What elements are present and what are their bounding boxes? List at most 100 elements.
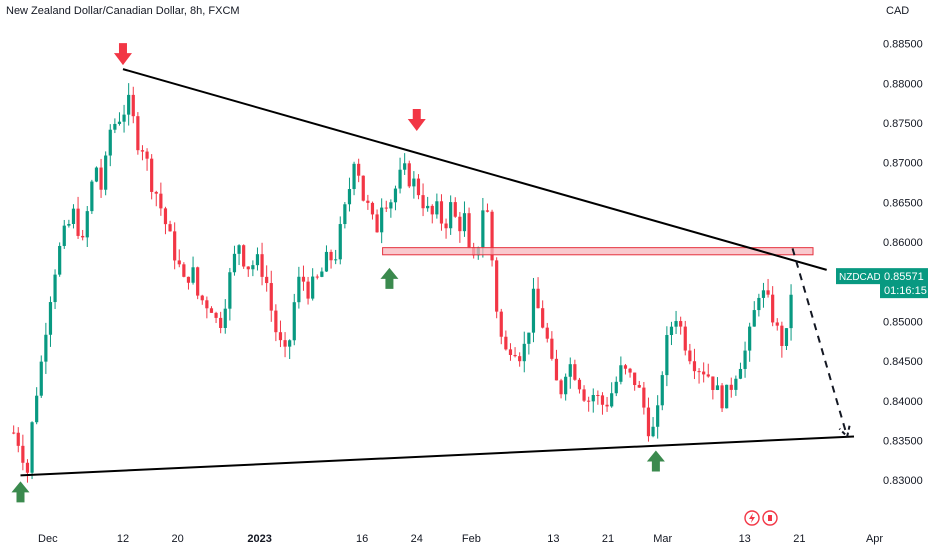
candle-body xyxy=(784,328,789,346)
candle-body xyxy=(361,175,365,201)
candle-body xyxy=(481,210,485,248)
price-tag: NZDCAD 0.85571 01:16:15 xyxy=(836,268,928,299)
candle-body xyxy=(380,207,384,233)
candle-body xyxy=(637,385,641,388)
buy-arrow-icon xyxy=(646,450,665,472)
date-tick-label: 21 xyxy=(602,533,614,545)
candle-body xyxy=(550,338,554,359)
candle-body xyxy=(375,214,379,233)
price-tick-label: 0.85000 xyxy=(883,316,923,328)
candle-body xyxy=(669,326,674,336)
candle-body xyxy=(117,121,122,124)
time-axis[interactable]: Dec 12 20 2023 16 24 Feb 13 21 Mar 13 21 Apr xyxy=(38,533,883,545)
candle-body xyxy=(416,178,421,196)
date-tick-label: 20 xyxy=(172,533,184,545)
date-tick-label: Feb xyxy=(462,533,481,545)
candle-body xyxy=(679,321,683,327)
candle-body xyxy=(283,340,287,347)
candle-body xyxy=(108,129,112,156)
candle-body xyxy=(711,376,715,390)
projection-line xyxy=(791,248,849,437)
candle-body xyxy=(605,404,609,407)
candle-body xyxy=(702,371,706,375)
candle-body xyxy=(706,374,710,377)
price-tick-label: 0.87500 xyxy=(883,118,923,130)
candle-body xyxy=(660,375,664,406)
price-tick-label: 0.88000 xyxy=(883,78,923,90)
candle-body xyxy=(16,432,20,446)
candle-body xyxy=(692,361,697,372)
candle-body xyxy=(62,225,66,246)
price-axis[interactable]: 0.88500 0.88000 0.87500 0.87000 0.86500 0.860… xyxy=(883,39,923,487)
candle-body xyxy=(324,251,329,272)
annotations-layer xyxy=(11,43,855,503)
candle-body xyxy=(757,297,761,311)
candle-body xyxy=(122,114,126,122)
sell-arrow-icon xyxy=(113,43,132,66)
candle-body xyxy=(265,276,269,284)
candle-body xyxy=(186,276,191,283)
candle-body xyxy=(127,94,131,115)
candle-body xyxy=(145,151,149,159)
bottom-icons xyxy=(744,510,778,526)
candle-body xyxy=(131,94,135,117)
candle-body xyxy=(568,364,572,377)
date-tick-label: Dec xyxy=(38,533,58,545)
candle-body xyxy=(600,395,605,405)
price-value: 0.85571 xyxy=(884,271,924,283)
candle-body xyxy=(656,405,660,427)
candle-body xyxy=(688,350,692,362)
candle-body xyxy=(715,385,720,390)
candle-body xyxy=(559,380,563,395)
candle-body xyxy=(288,340,292,347)
candle-body xyxy=(104,155,108,190)
candle-body xyxy=(467,213,471,248)
candle-body xyxy=(315,276,319,278)
candle-body xyxy=(508,349,513,355)
price-badge xyxy=(880,268,928,299)
candle-body xyxy=(140,150,145,152)
candles-layer xyxy=(12,83,793,483)
price-tick-label: 0.88500 xyxy=(883,39,923,51)
candle-body xyxy=(81,235,85,238)
candle-body xyxy=(389,202,393,209)
candle-body xyxy=(58,245,62,275)
buy-arrow-icon xyxy=(11,481,30,503)
date-tick-label: 12 xyxy=(117,533,129,545)
candle-body xyxy=(200,295,204,301)
candle-body xyxy=(393,188,398,203)
candle-body xyxy=(403,163,407,170)
candle-body xyxy=(734,378,738,390)
sell-arrow-icon xyxy=(407,108,426,131)
candle-body xyxy=(329,251,333,261)
candle-body xyxy=(412,178,416,187)
projection-arrowhead xyxy=(838,425,851,439)
candle-body xyxy=(646,407,651,437)
flash-icon xyxy=(744,510,760,526)
flash-icon-bolt xyxy=(749,513,755,523)
price-tick-label: 0.83500 xyxy=(883,435,923,447)
candle-body xyxy=(430,205,434,215)
candle-body xyxy=(334,259,338,261)
candle-body xyxy=(518,356,522,362)
candle-body xyxy=(504,336,508,350)
candle-body xyxy=(683,326,687,351)
chart-title: New Zealand Dollar/Canadian Dollar, 8h, … xyxy=(6,5,240,17)
candle-body xyxy=(743,350,747,369)
candle-body xyxy=(495,260,499,312)
candle-body xyxy=(541,308,545,328)
candle-body xyxy=(301,276,306,282)
candle-body xyxy=(398,169,402,189)
candle-body xyxy=(771,294,775,323)
candle-body xyxy=(485,210,490,212)
date-tick-label: Apr xyxy=(866,533,883,545)
candle-body xyxy=(320,271,324,277)
price-tick-label: 0.86500 xyxy=(883,197,923,209)
candle-body xyxy=(531,288,536,333)
candle-body xyxy=(407,163,411,187)
symbol-label: NZDCAD xyxy=(839,272,881,283)
candle-body xyxy=(587,400,591,402)
date-tick-label: 24 xyxy=(411,533,423,545)
candle-body xyxy=(582,389,586,401)
